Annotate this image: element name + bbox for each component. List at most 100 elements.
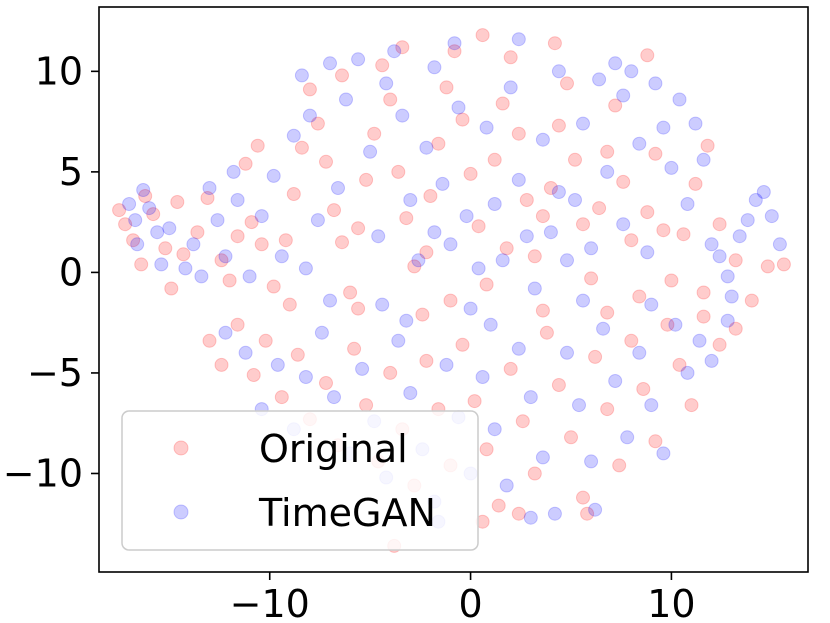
point-original-82 (319, 376, 333, 390)
point-timegan-110 (656, 446, 671, 461)
point-original-43 (487, 152, 502, 167)
point-timegan-63 (672, 92, 687, 107)
point-original-120 (640, 48, 655, 63)
point-timegan-12 (230, 193, 245, 207)
point-timegan-122 (226, 164, 241, 179)
point-original-95 (479, 442, 494, 457)
point-original-128 (499, 241, 514, 256)
point-timegan-62 (664, 160, 679, 175)
point-original-58 (608, 98, 623, 113)
point-original-97 (503, 361, 518, 376)
point-original-127 (134, 257, 149, 272)
point-original-30 (383, 92, 398, 107)
point-original-108 (636, 382, 651, 396)
point-original-130 (535, 209, 550, 224)
point-original-122 (475, 28, 490, 43)
point-timegan-34 (435, 176, 450, 191)
point-original-2 (126, 233, 141, 248)
point-original-5 (158, 241, 173, 256)
point-original-20 (302, 82, 317, 97)
point-timegan-111 (668, 317, 683, 332)
point-timegan-119 (447, 36, 462, 51)
point-timegan-36 (451, 100, 466, 115)
point-timegan-82 (314, 325, 329, 340)
point-original-51 (551, 118, 566, 133)
point-original-85 (359, 398, 374, 413)
legend-label-original: Original (259, 427, 408, 471)
point-timegan-31 (411, 253, 426, 268)
point-timegan-73 (756, 185, 771, 199)
point-original-47 (519, 193, 534, 207)
point-timegan-98 (511, 341, 526, 356)
point-original-59 (616, 174, 631, 189)
point-timegan-23 (339, 92, 353, 107)
point-timegan-26 (371, 229, 386, 244)
point-timegan-102 (560, 345, 574, 360)
point-original-16 (266, 279, 281, 294)
point-original-124 (335, 68, 349, 83)
point-timegan-18 (294, 68, 309, 83)
point-timegan-77 (238, 345, 253, 360)
point-original-63 (648, 146, 663, 161)
point-timegan-54 (600, 164, 615, 179)
point-original-33 (407, 259, 422, 274)
point-original-13 (238, 156, 253, 171)
point-original-113 (696, 309, 711, 324)
point-timegan-75 (772, 237, 787, 252)
point-timegan-121 (323, 56, 337, 71)
point-original-123 (547, 36, 562, 51)
point-timegan-1 (128, 213, 143, 228)
point-timegan-40 (487, 197, 502, 211)
point-original-26 (351, 221, 366, 236)
point-original-27 (359, 172, 374, 187)
point-original-32 (399, 211, 414, 226)
point-original-125 (250, 138, 265, 153)
point-original-115 (728, 321, 743, 336)
point-original-4 (146, 207, 161, 222)
point-original-7 (176, 247, 191, 262)
point-timegan-37 (459, 209, 474, 224)
point-original-119 (580, 506, 595, 521)
x-tick-label: −10 (230, 582, 310, 623)
point-timegan-14 (254, 209, 269, 224)
y-tick-label: −5 (27, 351, 83, 395)
point-original-76 (230, 317, 245, 332)
point-original-25 (343, 285, 358, 300)
point-original-61 (632, 289, 647, 304)
point-original-103 (576, 490, 590, 505)
point-original-69 (712, 217, 727, 232)
point-original-6 (164, 281, 179, 296)
point-original-77 (246, 368, 261, 382)
point-original-101 (551, 378, 566, 392)
point-timegan-53 (592, 72, 607, 87)
point-timegan-81 (298, 370, 313, 384)
y-tick-label: −10 (3, 451, 83, 495)
point-timegan-35 (443, 237, 458, 252)
point-original-57 (600, 144, 615, 159)
legend-marker-timegan (173, 504, 189, 520)
point-timegan-68 (712, 249, 727, 264)
point-timegan-16 (274, 249, 289, 264)
point-original-18 (286, 187, 301, 201)
point-original-135 (443, 293, 458, 308)
point-timegan-42 (503, 80, 518, 95)
point-timegan-7 (178, 261, 193, 276)
point-original-41 (471, 219, 486, 234)
y-tick-label: 10 (35, 49, 83, 93)
point-timegan-3 (136, 183, 151, 197)
point-timegan-39 (479, 120, 494, 135)
point-timegan-89 (403, 386, 418, 400)
point-original-121 (395, 40, 410, 55)
point-timegan-24 (351, 52, 366, 67)
point-original-106 (612, 458, 627, 473)
point-timegan-108 (632, 345, 647, 360)
point-original-21 (310, 116, 325, 131)
point-timegan-97 (499, 478, 514, 493)
point-timegan-100 (535, 450, 550, 465)
point-timegan-129 (427, 225, 442, 240)
point-original-129 (419, 245, 434, 260)
point-timegan-124 (463, 301, 478, 316)
point-timegan-128 (298, 261, 313, 276)
point-original-78 (258, 333, 273, 348)
point-timegan-101 (547, 506, 562, 521)
